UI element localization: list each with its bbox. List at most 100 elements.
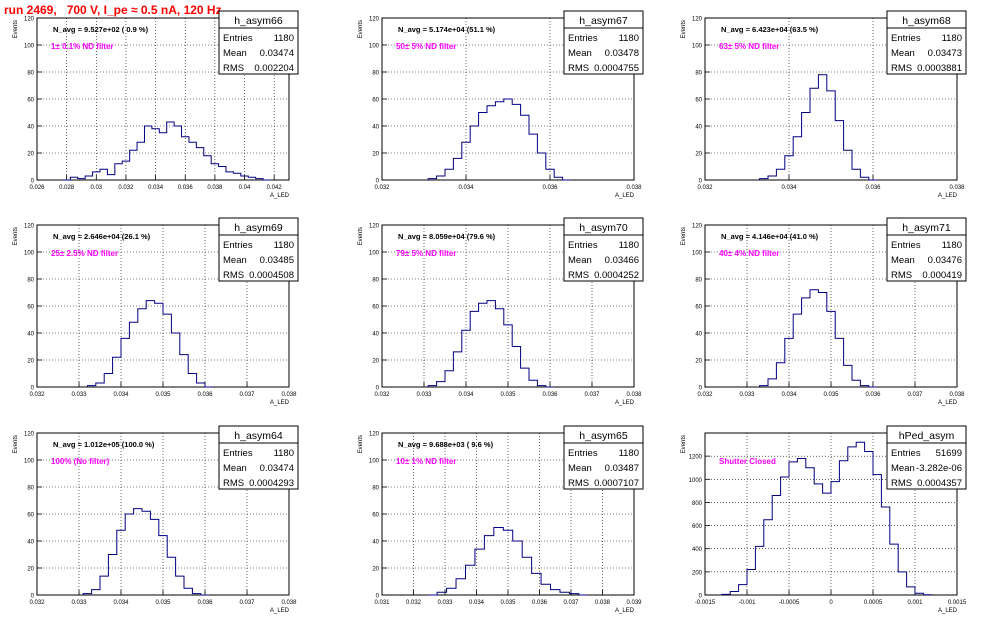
stats-value: -3.282e-06 xyxy=(916,463,962,474)
y-tick-label: 0 xyxy=(699,386,703,392)
stats-key: Entries xyxy=(891,240,921,251)
x-tick-label: 0.032 xyxy=(29,392,45,398)
x-tick-label: -0.001 xyxy=(738,600,756,606)
stats-key: Entries xyxy=(891,33,921,44)
x-tick-label: 0.032 xyxy=(118,185,134,191)
x-tick-label: 0.036 xyxy=(542,185,558,191)
y-tick-label: 120 xyxy=(692,17,703,23)
stats-value: 1180 xyxy=(274,33,294,44)
y-tick-label: 80 xyxy=(695,71,702,77)
y-tick-label: 20 xyxy=(372,567,379,573)
x-tick-label: 0.038 xyxy=(281,392,297,398)
stats-key: RMS xyxy=(568,270,589,281)
x-axis-label: A_LED xyxy=(615,608,635,614)
stats-key: Entries xyxy=(223,240,253,251)
stats-key: Mean xyxy=(568,255,592,266)
y-tick-label: 0 xyxy=(376,179,380,185)
stats-key: Mean xyxy=(568,463,592,474)
x-tick-label: 0.036 xyxy=(865,392,881,398)
filter-note: 79± 5% ND filter xyxy=(396,249,456,258)
y-tick-label: 40 xyxy=(372,125,379,131)
x-tick-label: 0.038 xyxy=(595,600,611,606)
stats-key: Entries xyxy=(223,448,253,459)
filter-note: Shutter Closed xyxy=(719,457,776,466)
stats-value: 51699 xyxy=(936,448,962,459)
navg-label: N_avg = 6.423e+04 (63.5 %) xyxy=(721,25,819,34)
x-tick-label: 0.038 xyxy=(626,392,642,398)
x-tick-label: 0.001 xyxy=(907,600,923,606)
y-tick-label: 60 xyxy=(372,98,379,104)
histogram-name: h_asym68 xyxy=(902,15,951,27)
y-tick-label: 40 xyxy=(695,332,702,338)
stats-key: Mean xyxy=(568,48,592,59)
y-tick-label: 120 xyxy=(692,224,703,230)
x-tick-label: 0.035 xyxy=(823,392,839,398)
x-tick-label: 0.0015 xyxy=(948,600,967,606)
y-tick-label: 20 xyxy=(372,152,379,158)
x-tick-label: 0.036 xyxy=(542,392,558,398)
y-tick-label: 100 xyxy=(24,44,35,50)
navg-label: N_avg = 5.174e+04 (51.1 %) xyxy=(398,25,496,34)
histogram-name: h_asym64 xyxy=(234,430,283,442)
stats-key: Mean xyxy=(223,463,247,474)
stats-key: RMS xyxy=(891,63,912,74)
histogram-series xyxy=(721,441,933,596)
stats-key: Entries xyxy=(568,33,598,44)
x-axis-label: A_LED xyxy=(938,400,958,406)
y-tick-label: 60 xyxy=(27,98,34,104)
stats-key: RMS xyxy=(223,478,244,489)
x-axis-label: A_LED xyxy=(270,608,290,614)
y-tick-label: 20 xyxy=(695,152,702,158)
x-tick-label: 0.035 xyxy=(500,392,516,398)
histogram-name: h_asym66 xyxy=(234,15,283,27)
stats-value: 0.03487 xyxy=(605,463,639,474)
histogram-name: h_asym67 xyxy=(579,15,628,27)
x-tick-label: 0.032 xyxy=(406,600,422,606)
stats-value: 0.03466 xyxy=(605,255,639,266)
stats-value: 1180 xyxy=(619,448,639,459)
y-tick-label: 200 xyxy=(692,570,703,576)
y-tick-label: 120 xyxy=(24,224,35,230)
y-tick-label: 80 xyxy=(27,71,34,77)
y-tick-label: 40 xyxy=(372,332,379,338)
histogram-series xyxy=(759,74,878,181)
y-tick-label: 60 xyxy=(372,513,379,519)
x-tick-label: 0.031 xyxy=(374,600,390,606)
x-tick-label: 0 xyxy=(829,600,833,606)
x-tick-label: 0.038 xyxy=(626,185,642,191)
x-tick-label: 0.034 xyxy=(458,185,474,191)
stats-value: 1180 xyxy=(942,240,962,251)
y-tick-label: 60 xyxy=(27,513,34,519)
y-axis-label: Events xyxy=(13,435,19,453)
x-axis-label: A_LED xyxy=(938,608,958,614)
y-tick-label: 100 xyxy=(369,251,380,257)
histogram-series xyxy=(82,508,210,596)
y-tick-label: 20 xyxy=(27,567,34,573)
stats-box xyxy=(563,217,644,282)
y-tick-label: 80 xyxy=(372,278,379,284)
navg-label: N_avg = 2.646e+04 (26.1 %) xyxy=(53,232,151,241)
stats-value: 0.0004357 xyxy=(917,478,962,489)
stats-value: 1180 xyxy=(942,33,962,44)
y-tick-label: 40 xyxy=(695,125,702,131)
y-tick-label: 40 xyxy=(27,332,34,338)
x-tick-label: -0.0015 xyxy=(695,600,716,606)
y-axis-label: Events xyxy=(358,227,364,245)
x-tick-label: 0.032 xyxy=(374,392,390,398)
y-tick-label: 100 xyxy=(24,251,35,257)
x-tick-label: 0.033 xyxy=(71,392,87,398)
y-tick-label: 0 xyxy=(376,594,380,600)
y-tick-label: 60 xyxy=(27,305,34,311)
y-tick-label: 80 xyxy=(372,486,379,492)
stats-key: RMS xyxy=(891,270,912,281)
y-tick-label: 100 xyxy=(692,44,703,50)
stats-value: 1180 xyxy=(274,448,294,459)
x-tick-label: 0.04 xyxy=(239,185,251,191)
y-tick-label: 120 xyxy=(369,224,380,230)
navg-label: N_avg = 8.059e+04 (79.6 %) xyxy=(398,232,496,241)
y-tick-label: 60 xyxy=(695,305,702,311)
filter-note: 10± 1% ND filter xyxy=(396,457,456,466)
x-tick-label: 0.034 xyxy=(458,392,474,398)
navg-label: N_avg = 9.688e+03 ( 9.6 %) xyxy=(398,440,494,449)
